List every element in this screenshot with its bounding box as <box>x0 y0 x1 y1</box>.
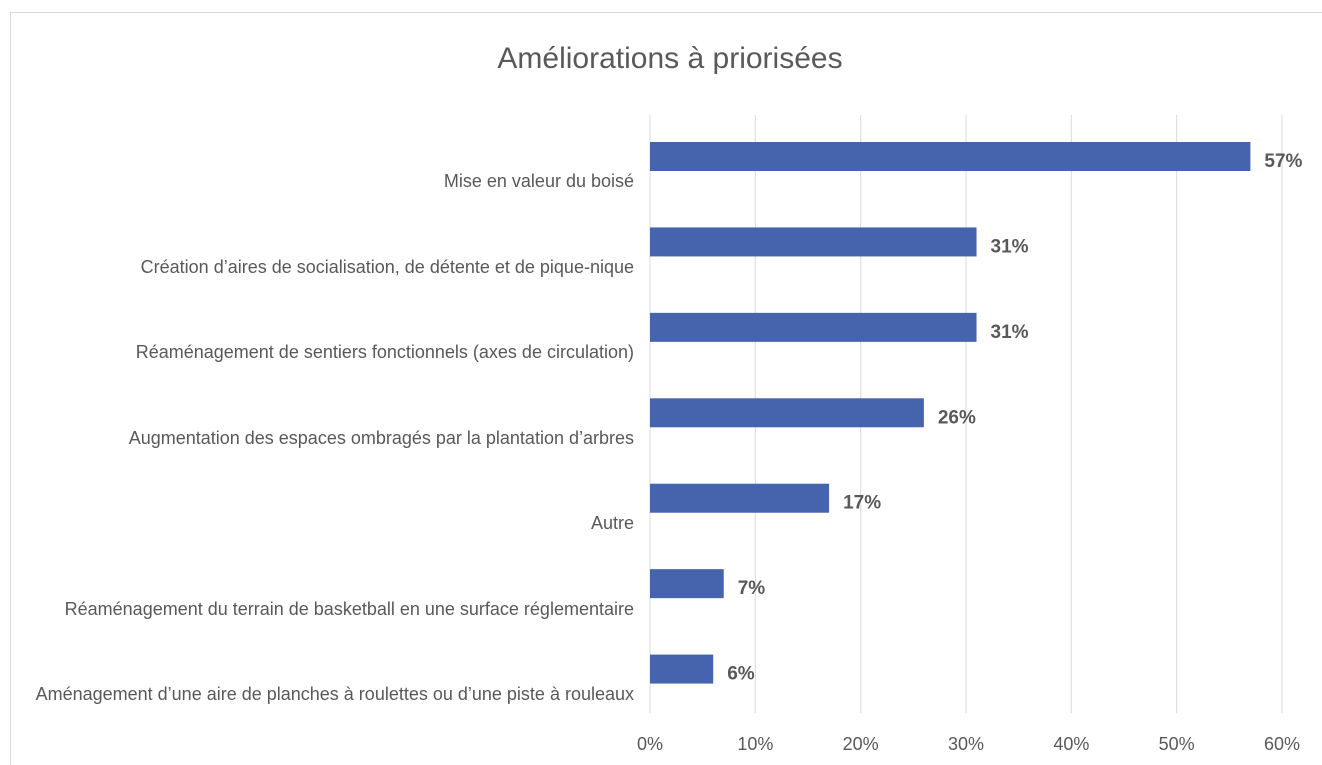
y-tick-label: Création d’aires de socialisation, de dé… <box>20 200 634 283</box>
y-tick-text: Réaménagement de sentiers fonctionnels (… <box>135 342 634 363</box>
y-tick-label: Réaménagement de sentiers fonctionnels (… <box>20 286 634 369</box>
bar <box>650 227 977 257</box>
data-label: 6% <box>727 664 755 685</box>
x-tick-label: 50% <box>1159 734 1195 754</box>
y-tick-text: Autre <box>590 513 634 534</box>
data-label: 57% <box>1264 151 1302 172</box>
data-label: 7% <box>738 578 766 599</box>
bar <box>650 654 714 684</box>
bar <box>650 569 724 599</box>
x-tick-label: 10% <box>737 734 773 754</box>
y-tick-label: Mise en valeur du boisé <box>20 115 634 198</box>
y-tick-label: Autre <box>20 457 634 540</box>
y-tick-text: Mise en valeur du boisé <box>443 171 634 192</box>
chart-title: Améliorations à priorisées <box>497 42 842 75</box>
bar <box>650 142 1251 171</box>
bar <box>650 398 924 428</box>
data-label: 31% <box>991 236 1029 257</box>
x-tick-label: 0% <box>637 734 663 754</box>
y-tick-label: Réaménagement du terrain de basketball e… <box>20 542 634 625</box>
bar <box>650 483 830 513</box>
x-tick-label: 30% <box>948 734 984 754</box>
x-tick-label: 40% <box>1053 734 1089 754</box>
y-tick-text: Augmentation des espaces ombragés par la… <box>128 427 634 448</box>
y-tick-label: Aménagement d’une aire de planches à rou… <box>20 628 634 711</box>
y-tick-text: Réaménagement du terrain de basketball e… <box>64 598 634 619</box>
data-label: 26% <box>938 407 976 428</box>
x-tick-label: 20% <box>843 734 879 754</box>
chart-border <box>10 12 1322 765</box>
x-tick-label: 60% <box>1264 734 1300 754</box>
data-label: 17% <box>843 493 881 514</box>
y-tick-text: Création d’aires de socialisation, de dé… <box>140 256 634 277</box>
y-tick-label: Augmentation des espaces ombragés par la… <box>20 371 634 454</box>
y-tick-text: Aménagement d’une aire de planches à rou… <box>35 683 634 704</box>
bar <box>650 312 977 342</box>
data-label: 31% <box>991 322 1029 343</box>
